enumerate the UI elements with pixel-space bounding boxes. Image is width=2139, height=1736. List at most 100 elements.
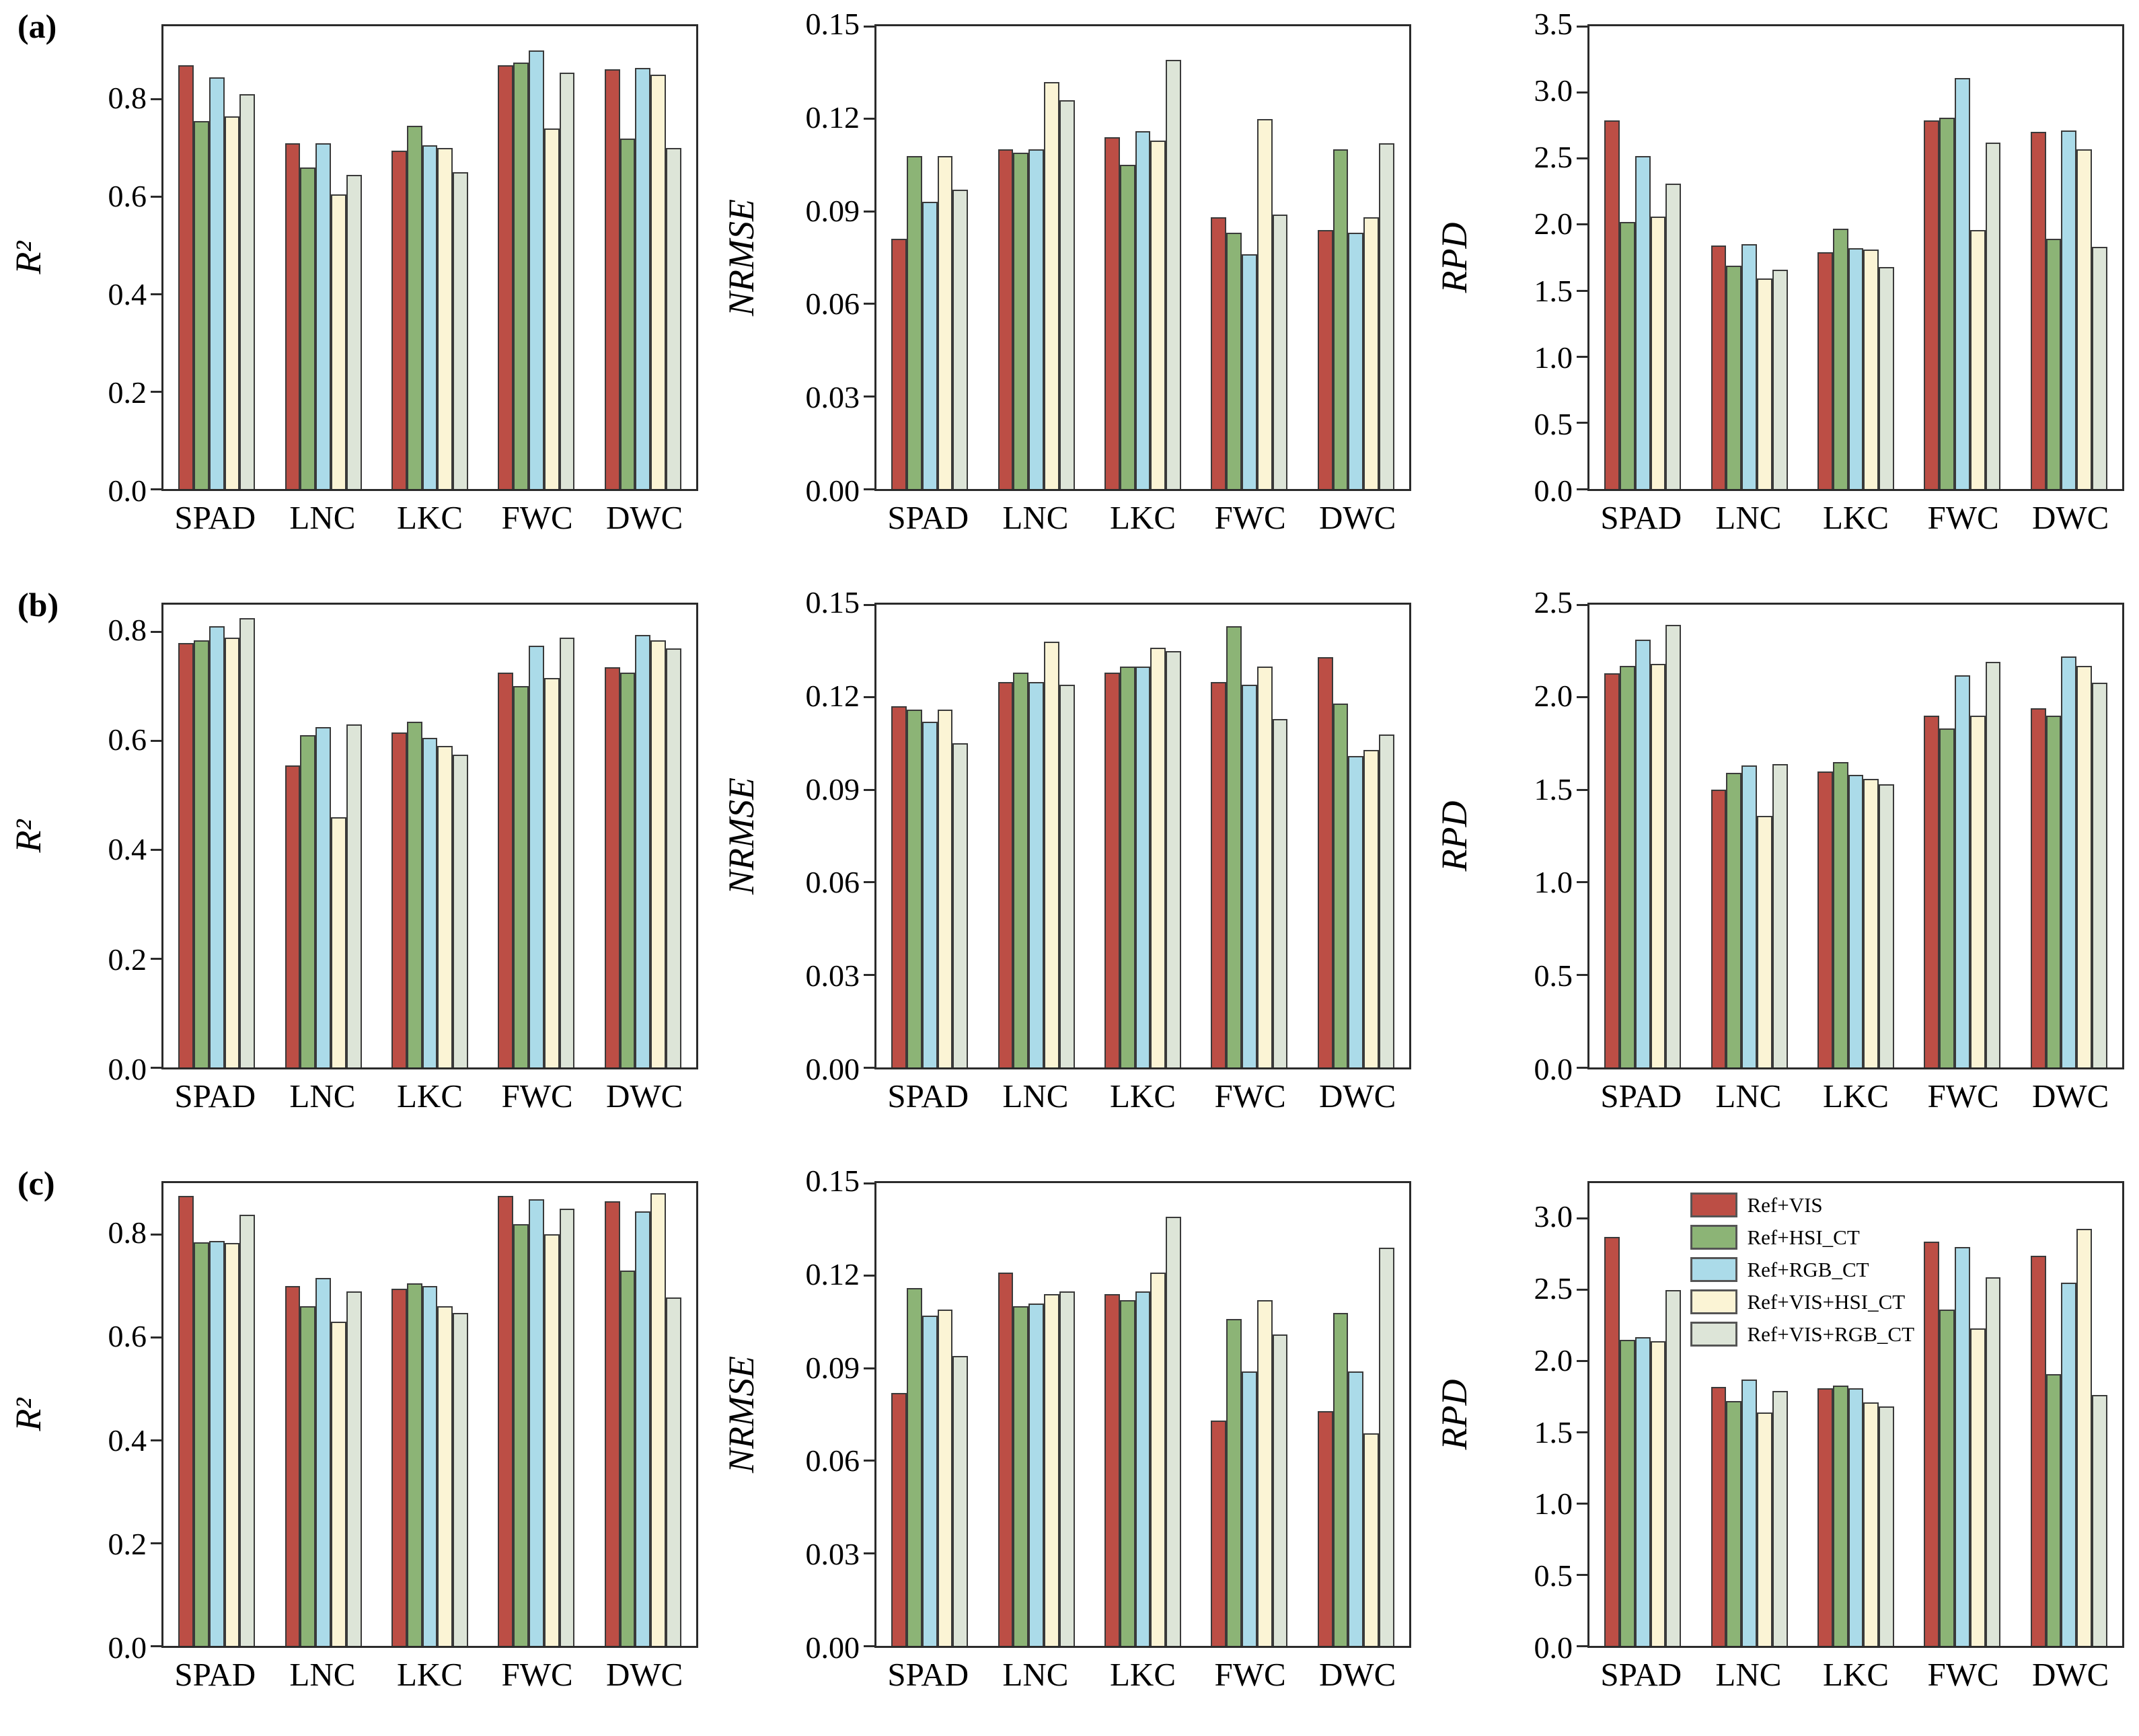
y-tick-label: 0.5 — [1534, 958, 1573, 993]
y-tick-label: 0.12 — [805, 100, 860, 135]
bar-FWC-Ref+VIS+RGB_CT — [559, 72, 575, 489]
bar-SPAD-Ref+VIS — [1604, 120, 1620, 489]
bar-LKC-Ref+VIS+HSI_CT — [1150, 1273, 1166, 1646]
x-category-label-FWC: FWC — [1927, 499, 1999, 536]
bar-LNC-Ref+VIS+HSI_CT — [331, 194, 346, 489]
bar-LNC-Ref+VIS+HSI_CT — [1757, 1412, 1772, 1646]
bar-LKC-Ref+HSI_CT — [1832, 1385, 1848, 1646]
y-tick-label: 0.5 — [1534, 1558, 1573, 1593]
bar-SPAD-Ref+VIS+RGB_CT — [239, 94, 256, 489]
x-category-label-LNC: LNC — [1002, 1656, 1069, 1693]
bar-LKC-Ref+HSI_CT — [1119, 165, 1135, 489]
plot-area — [864, 603, 1411, 1069]
bar-DWC-Ref+VIS+RGB_CT — [1379, 143, 1394, 489]
y-tick-mark — [151, 390, 161, 393]
bar-DWC-Ref+RGB_CT — [2061, 656, 2077, 1067]
x-category-label-FWC: FWC — [1214, 1656, 1286, 1693]
bar-LNC-Ref+RGB_CT — [315, 1278, 331, 1646]
y-tick-label: 0.15 — [805, 7, 860, 41]
y-tick-mark — [864, 395, 874, 398]
bar-LKC-Ref+VIS+RGB_CT — [453, 754, 468, 1067]
bar-DWC-Ref+VIS — [604, 69, 620, 489]
bar-LKC-Ref+HSI_CT — [1832, 228, 1848, 489]
bar-DWC-Ref+HSI_CT — [620, 1270, 636, 1646]
y-tick-label: 1.5 — [1534, 771, 1573, 806]
x-category-label-SPAD: SPAD — [174, 1078, 256, 1115]
bar-LKC-Ref+HSI_CT — [1119, 1300, 1135, 1646]
bar-FWC-Ref+VIS — [498, 1196, 514, 1646]
bar-LNC-Ref+VIS+RGB_CT — [346, 174, 362, 489]
bar-LKC-Ref+VIS+RGB_CT — [453, 1312, 468, 1646]
bar-FWC-Ref+VIS+RGB_CT — [559, 1209, 575, 1646]
y-tick-mark — [151, 1233, 161, 1236]
y-tick-mark — [151, 1066, 161, 1069]
y-tick-label: 0.0 — [1534, 1052, 1573, 1086]
bar-LKC-Ref+RGB_CT — [422, 1285, 438, 1646]
bar-LNC-Ref+VIS — [1711, 1386, 1727, 1646]
bar-FWC-Ref+RGB_CT — [528, 50, 544, 489]
panel-label-c: (c) — [17, 1164, 55, 1202]
bar-SPAD-Ref+RGB_CT — [209, 626, 225, 1067]
bar-LKC-Ref+VIS+RGB_CT — [1166, 60, 1181, 489]
y-tick-label: 0.8 — [108, 1215, 147, 1250]
y-tick-label: 3.0 — [1534, 1199, 1573, 1234]
bar-LKC-Ref+RGB_CT — [422, 738, 438, 1067]
x-category-label-SPAD: SPAD — [1600, 499, 1682, 536]
x-category-label-LKC: LKC — [1823, 1078, 1889, 1115]
y-tick-mark — [151, 739, 161, 742]
bar-LKC-Ref+VIS — [1817, 771, 1833, 1067]
bar-FWC-Ref+HSI_CT — [1226, 626, 1242, 1067]
bar-SPAD-Ref+HSI_CT — [1619, 1339, 1635, 1646]
y-tick-label: 0.03 — [805, 1537, 860, 1572]
bar-SPAD-Ref+HSI_CT — [193, 640, 209, 1067]
y-tick-mark — [864, 488, 874, 490]
x-category-label-LKC: LKC — [1110, 1078, 1176, 1115]
bar-FWC-Ref+HSI_CT — [1226, 233, 1242, 489]
bar-SPAD-Ref+VIS+HSI_CT — [1650, 664, 1666, 1067]
bar-FWC-Ref+VIS — [1924, 716, 1940, 1067]
bar-SPAD-Ref+VIS+HSI_CT — [224, 1243, 240, 1646]
bar-LNC-Ref+VIS — [998, 149, 1014, 489]
bar-FWC-Ref+VIS — [1211, 1421, 1227, 1646]
y-tick-mark — [151, 293, 161, 295]
x-category-label-DWC: DWC — [1319, 1656, 1396, 1693]
x-category-label-SPAD: SPAD — [174, 1656, 256, 1693]
bar-LNC-Ref+VIS — [1711, 790, 1727, 1067]
plot-area — [151, 1181, 698, 1648]
y-tick-mark — [864, 1645, 874, 1647]
bar-DWC-Ref+VIS+RGB_CT — [2092, 1395, 2107, 1646]
bar-DWC-Ref+HSI_CT — [620, 673, 636, 1067]
bar-LNC-Ref+VIS+HSI_CT — [1044, 642, 1059, 1067]
x-category-label-LNC: LNC — [1002, 499, 1069, 536]
y-tick-mark — [864, 696, 874, 699]
bar-FWC-Ref+RGB_CT — [528, 1199, 544, 1646]
bar-DWC-Ref+RGB_CT — [1348, 233, 1364, 489]
bar-DWC-Ref+HSI_CT — [1333, 1312, 1349, 1646]
x-category-label-SPAD: SPAD — [1600, 1078, 1682, 1115]
y-tick-mark — [1577, 1645, 1587, 1647]
bar-LNC-Ref+VIS+HSI_CT — [1044, 81, 1059, 489]
bar-FWC-Ref+RGB_CT — [1241, 254, 1257, 489]
x-category-label-FWC: FWC — [501, 1656, 573, 1693]
bar-LNC-Ref+VIS+HSI_CT — [331, 1322, 346, 1646]
x-category-label-LNC: LNC — [1715, 1656, 1782, 1693]
bar-DWC-Ref+VIS+RGB_CT — [2092, 682, 2107, 1067]
chart-b-NRMSE: NRMSE 0.00 0.03 0.06 0.09 0.12 0.15 SPAD LNC LKC F… — [713, 578, 1426, 1157]
y-tick-mark — [1577, 355, 1587, 358]
bar-DWC-Ref+VIS — [604, 667, 620, 1067]
bar-FWC-Ref+VIS+HSI_CT — [543, 128, 560, 489]
y-tick-label: 2.5 — [1534, 140, 1573, 175]
bar-LNC-Ref+HSI_CT — [1013, 1306, 1029, 1646]
bar-LKC-Ref+VIS+RGB_CT — [1166, 650, 1181, 1067]
bar-FWC-Ref+VIS+RGB_CT — [1985, 662, 2001, 1067]
bar-SPAD-Ref+VIS — [891, 1392, 907, 1646]
bar-DWC-Ref+VIS+RGB_CT — [1379, 1248, 1394, 1646]
bar-LNC-Ref+RGB_CT — [1741, 765, 1757, 1067]
y-tick-mark — [1577, 422, 1587, 424]
bar-LKC-Ref+RGB_CT — [1848, 248, 1864, 489]
x-category-label-LNC: LNC — [289, 1656, 356, 1693]
y-tick-mark — [864, 603, 874, 606]
bar-LNC-Ref+RGB_CT — [1741, 244, 1757, 489]
bar-DWC-Ref+VIS — [1317, 1411, 1333, 1646]
bar-SPAD-Ref+VIS — [891, 239, 907, 489]
